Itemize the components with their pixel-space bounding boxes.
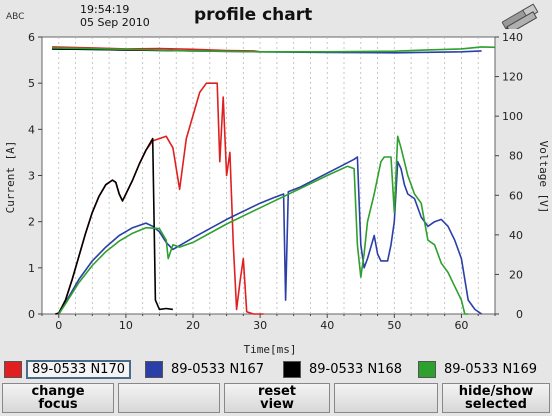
blank-button-1[interactable] — [118, 383, 220, 413]
x-tick-label: 0 — [55, 319, 62, 332]
legend-label-1[interactable]: 89-0533 N170 — [26, 360, 131, 379]
legend-label-4[interactable]: 89-0533 N169 — [444, 362, 537, 377]
legend-swatch-4[interactable] — [418, 361, 436, 378]
x-tick-label: 40 — [320, 319, 334, 332]
page-title: profile chart — [194, 5, 313, 25]
x-tick-label: 60 — [454, 319, 468, 332]
reset-view-button[interactable]: reset view — [224, 383, 330, 413]
y2-tick-label: 100 — [502, 110, 523, 123]
y-tick-label: 4 — [28, 123, 35, 136]
y2-tick-label: 20 — [509, 268, 523, 281]
y-tick-label: 3 — [28, 170, 35, 183]
series-line-2 — [58, 156, 483, 315]
change-focus-button[interactable]: change focus — [2, 383, 114, 413]
clock-time: 19:54:19 — [80, 3, 130, 16]
legend-label-2[interactable]: 89-0533 N167 — [171, 362, 264, 377]
legend-swatch-2[interactable] — [145, 361, 163, 378]
x-tick-label: 20 — [186, 319, 200, 332]
y-tick-label: 1 — [28, 262, 35, 275]
y2-tick-label: 80 — [509, 150, 523, 163]
x-axis-label: Time[ms] — [244, 343, 297, 356]
y-tick-label: 0 — [28, 308, 35, 321]
x-tick-label: 30 — [253, 319, 267, 332]
x-tick-label: 50 — [387, 319, 401, 332]
legend-label-3[interactable]: 89-0533 N168 — [309, 362, 402, 377]
app-label: ABC — [6, 12, 25, 22]
y2-tick-label: 40 — [509, 229, 523, 242]
y2-tick-label: 0 — [516, 308, 523, 321]
y-tick-label: 6 — [28, 31, 35, 44]
y-tick-label: 2 — [28, 216, 35, 229]
y-tick-label: 5 — [28, 77, 35, 90]
y-axis-label: Current [A] — [4, 141, 17, 214]
x-tick-label: 10 — [119, 319, 133, 332]
eraser-pencil-icon[interactable] — [496, 3, 546, 29]
legend-swatch-3[interactable] — [283, 361, 301, 378]
series-line-4 — [58, 135, 469, 315]
series-line-8 — [52, 46, 496, 53]
series-line-3 — [55, 137, 174, 315]
legend-swatch-1[interactable] — [4, 361, 22, 378]
hide-show-selected-button[interactable]: hide/show selected — [442, 383, 550, 413]
y2-tick-label: 60 — [509, 189, 523, 202]
clock-date: 05 Sep 2010 — [80, 16, 150, 29]
y2-tick-label: 120 — [502, 71, 523, 84]
y2-tick-label: 140 — [502, 31, 523, 44]
plot-background — [41, 36, 496, 315]
y2-axis-label: Voltage [V] — [537, 141, 550, 214]
header-bar: ABC 19:54:19 05 Sep 2010 profile chart — [0, 0, 552, 30]
series-legend: 89-0533 N170 89-0533 N167 89-0533 N168 89-0… — [0, 358, 552, 380]
button-bar: change focus reset view hide/show selected — [0, 382, 552, 416]
blank-button-2[interactable] — [334, 383, 438, 413]
